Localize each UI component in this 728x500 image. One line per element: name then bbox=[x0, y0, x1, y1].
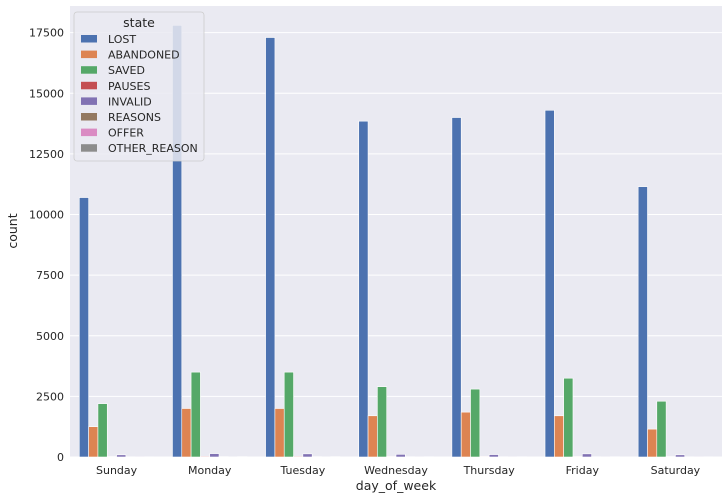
bar bbox=[572, 456, 583, 458]
y-tick-label: 7500 bbox=[36, 269, 64, 282]
x-axis-label: day_of_week bbox=[356, 478, 437, 493]
x-ticks: Sunday Monday Tuesday Wednesday Thursday Frid… bbox=[96, 464, 701, 477]
bar bbox=[544, 109, 555, 458]
legend-swatch bbox=[81, 35, 97, 43]
legend-entry: SAVED bbox=[108, 64, 145, 77]
bar bbox=[358, 120, 369, 458]
legend-entry: OTHER_REASON bbox=[108, 142, 198, 155]
bar bbox=[647, 428, 658, 458]
y-axis-label: count bbox=[5, 213, 20, 248]
x-tick-label: Saturday bbox=[651, 464, 701, 477]
bar bbox=[79, 197, 89, 458]
bar bbox=[377, 386, 387, 458]
bar bbox=[283, 371, 294, 458]
x-tick-label: Friday bbox=[566, 464, 600, 477]
legend-entry: ABANDONED bbox=[108, 49, 180, 62]
legend-swatch bbox=[81, 50, 97, 59]
y-tick-label: 10000 bbox=[29, 209, 64, 222]
y-tick-label: 2500 bbox=[36, 390, 64, 403]
y-tick-label: 17500 bbox=[29, 27, 64, 40]
y-tick-label: 15000 bbox=[29, 87, 64, 100]
legend-entry: REASONS bbox=[108, 111, 161, 124]
legend-entry: INVALID bbox=[108, 95, 152, 108]
legend-entry: PAUSES bbox=[108, 80, 150, 93]
legend-swatch bbox=[81, 144, 97, 152]
legend-swatch bbox=[81, 81, 97, 90]
bars bbox=[79, 25, 713, 458]
bar bbox=[656, 400, 667, 458]
legend: state LOST ABANDONED SAVED PAUSES INVALID REA… bbox=[73, 11, 205, 162]
bar bbox=[367, 415, 378, 458]
bar bbox=[395, 454, 406, 458]
legend-entry: LOST bbox=[108, 33, 136, 46]
bar bbox=[181, 408, 192, 458]
bar bbox=[386, 456, 397, 458]
x-tick-label: Thursday bbox=[463, 464, 516, 477]
y-tick-label: 5000 bbox=[36, 330, 64, 343]
bar bbox=[293, 455, 304, 458]
bar bbox=[563, 377, 574, 458]
y-tick-label: 0 bbox=[57, 451, 64, 464]
x-tick-label: Sunday bbox=[96, 464, 138, 477]
bar bbox=[190, 371, 201, 458]
bar bbox=[274, 408, 285, 458]
bar bbox=[675, 454, 686, 458]
bar bbox=[116, 454, 127, 458]
bar bbox=[209, 453, 220, 458]
bar bbox=[265, 37, 276, 458]
bar bbox=[554, 415, 564, 458]
y-tick-label: 12500 bbox=[29, 148, 64, 161]
legend-swatch bbox=[81, 113, 97, 121]
x-tick-label: Monday bbox=[188, 464, 232, 477]
legend-entry: OFFER bbox=[108, 127, 144, 140]
bar bbox=[451, 117, 462, 458]
bar bbox=[88, 426, 99, 458]
bar bbox=[200, 455, 211, 458]
x-tick-label: Wednesday bbox=[364, 464, 428, 477]
legend-swatch bbox=[81, 97, 97, 105]
x-tick-label: Tuesday bbox=[279, 464, 325, 477]
bar bbox=[488, 454, 499, 458]
y-ticks: 0 2500 5000 7500 10000 12500 15000 17500 bbox=[29, 27, 64, 464]
bar bbox=[479, 456, 490, 458]
bar bbox=[581, 453, 592, 458]
legend-title: state bbox=[123, 15, 155, 30]
legend-swatch bbox=[81, 66, 97, 74]
bar bbox=[302, 453, 313, 458]
bar bbox=[460, 411, 471, 458]
bar bbox=[470, 388, 481, 458]
bar bbox=[97, 403, 108, 458]
legend-swatch bbox=[81, 128, 97, 137]
legend-box bbox=[73, 11, 205, 162]
bar bbox=[637, 186, 648, 458]
